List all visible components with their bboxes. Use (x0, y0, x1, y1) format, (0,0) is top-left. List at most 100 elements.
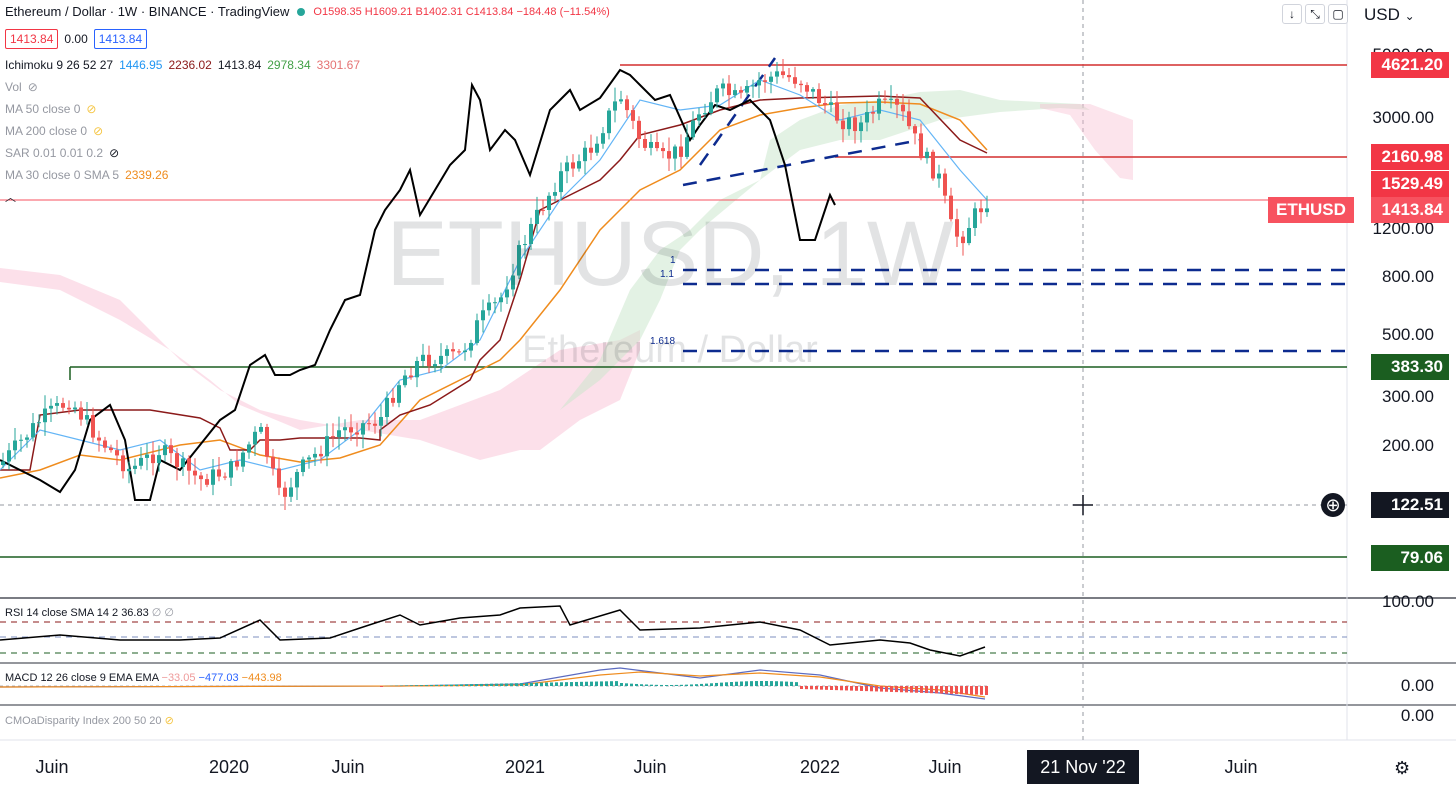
eye-hidden-icon[interactable]: ⊘ (86, 102, 97, 116)
ichimoku-value-4: 2978.34 (267, 58, 311, 72)
legend-ma30[interactable]: MA 30 close 0 SMA 5 2339.26 (5, 164, 360, 186)
candle-body (157, 455, 161, 464)
price-tag-1413[interactable]: 1413.84 (1371, 197, 1449, 223)
candle-body (217, 469, 221, 477)
collapse-legend-icon[interactable]: ︿ (5, 192, 16, 204)
macd-bar (750, 681, 753, 686)
macd-bar (655, 684, 658, 686)
eye-hidden-icon[interactable]: ⊘ (109, 146, 120, 160)
buy-price-box[interactable]: 1413.84 (93, 29, 148, 49)
candle-body (193, 470, 197, 476)
candle-body (871, 112, 875, 114)
macd-bar (710, 683, 713, 686)
price-tag-1529[interactable]: 1529.49 (1371, 171, 1449, 197)
candle-body (367, 423, 371, 425)
macd-bar (560, 682, 563, 686)
kijun-maroon-line (0, 95, 988, 471)
ohlc-values: O1598.35 H1609.21 B1402.31 C1413.84 −184… (313, 5, 610, 18)
candle-body (865, 112, 869, 123)
time-tick: 2021 (504, 757, 546, 777)
macd-value-1: −33.05 (161, 672, 196, 684)
horizontal-levels (0, 64, 1347, 558)
candle-body (295, 471, 299, 488)
candle-body (151, 454, 155, 464)
macd-bar (825, 686, 828, 690)
legend-ma50[interactable]: MA 50 close 0 ⊘ (5, 98, 360, 120)
collapse-icon[interactable]: ⤡ (1305, 4, 1325, 24)
macd-bar (920, 686, 923, 693)
macd-bar (730, 681, 733, 686)
ichimoku-cloud-bull (540, 90, 1090, 450)
legend-sar[interactable]: SAR 0.01 0.01 0.2 ⊘ (5, 142, 360, 164)
candle-body (979, 208, 983, 213)
macd-legend[interactable]: MACD 12 26 close 9 EMA EMA −33.05 −477.0… (5, 672, 282, 684)
legend-ma200[interactable]: MA 200 close 0 ⊘ (5, 120, 360, 142)
macd-bar (940, 686, 943, 694)
candle-body (517, 245, 521, 276)
add-alert-icon[interactable]: ⊕ (1321, 493, 1345, 517)
rsi-value: 36.83 (121, 607, 149, 619)
rsi-legend[interactable]: RSI 14 close SMA 14 2 36.83 ∅ ∅ (5, 606, 174, 619)
macd-bar (485, 683, 488, 686)
macd-bar (765, 681, 768, 686)
macd-axis-tick: 0.00 (1400, 676, 1434, 695)
candle-body (445, 349, 449, 356)
arrow-down-icon[interactable]: ↓ (1282, 4, 1302, 24)
symbol-tag[interactable]: ETHUSD (1268, 197, 1354, 223)
price-tag-4621[interactable]: 4621.20 (1371, 52, 1449, 78)
candle-body (133, 465, 137, 469)
macd-bar (550, 682, 553, 686)
macd-bar (850, 686, 853, 691)
cmo-legend[interactable]: CMOaDisparity Index 200 50 20 ⊘ (5, 714, 174, 727)
macd-bar (760, 681, 763, 686)
watermark-name: Ethereum / Dollar (522, 329, 818, 371)
price-tag-79[interactable]: 79.06 (1371, 545, 1449, 571)
vol-label: Vol (5, 80, 22, 94)
candle-body (613, 101, 617, 111)
legend-ichimoku[interactable]: Ichimoku 9 26 52 27 1446.95 2236.02 1413… (5, 54, 360, 76)
axis-tick: 3000.00 (1372, 108, 1434, 127)
candle-body (145, 454, 149, 458)
currency-selector[interactable]: USD ⌄ (1364, 5, 1415, 25)
axis-tick: 800.00 (1382, 267, 1434, 286)
eye-hidden-icon[interactable]: ⊘ (93, 124, 104, 138)
gear-icon[interactable]: ⚙ (1394, 758, 1411, 778)
macd-bar (925, 686, 928, 694)
candle-body (703, 113, 707, 115)
market-open-icon (297, 7, 306, 16)
candle-body (289, 487, 293, 497)
candle-body (427, 354, 431, 367)
candle-body (349, 427, 353, 433)
candle-body (343, 427, 347, 431)
candle-body (205, 479, 209, 485)
legend-vol[interactable]: Vol ⊘ (5, 76, 360, 98)
macd-bar (440, 684, 443, 686)
macd-bar (460, 684, 463, 686)
candle-body (985, 208, 989, 213)
price-boxes: 1413.84 0.00 1413.84 (5, 29, 148, 49)
macd-bar (870, 686, 873, 692)
macd-bar (700, 683, 703, 686)
price-tag-383[interactable]: 383.30 (1371, 354, 1449, 380)
macd-bar (855, 686, 858, 691)
ma30-value: 2339.26 (125, 168, 169, 182)
axis-tick: 300.00 (1382, 387, 1434, 406)
macd-bar (915, 686, 918, 693)
candle-body (55, 403, 59, 406)
eye-hidden-icon[interactable]: ⊘ (27, 80, 38, 94)
candle-body (253, 431, 257, 445)
sell-price-box[interactable]: 1413.84 (5, 29, 59, 49)
candle-body (67, 407, 71, 410)
candle-body (385, 397, 389, 417)
candle-body (811, 89, 815, 92)
candle-body (397, 385, 401, 403)
price-tag-2160[interactable]: 2160.98 (1371, 144, 1449, 170)
chart-title[interactable]: Ethereum / Dollar · 1W · BINANCE · Tradi… (5, 4, 290, 19)
maximize-icon[interactable]: ▢ (1328, 4, 1348, 24)
macd-bar (910, 686, 913, 693)
eye-hidden-icon[interactable]: ⊘ (164, 715, 174, 727)
rsi-axis-tick: 100.00 (1382, 592, 1434, 611)
macd-bar (640, 684, 643, 686)
candle-body (199, 475, 203, 480)
